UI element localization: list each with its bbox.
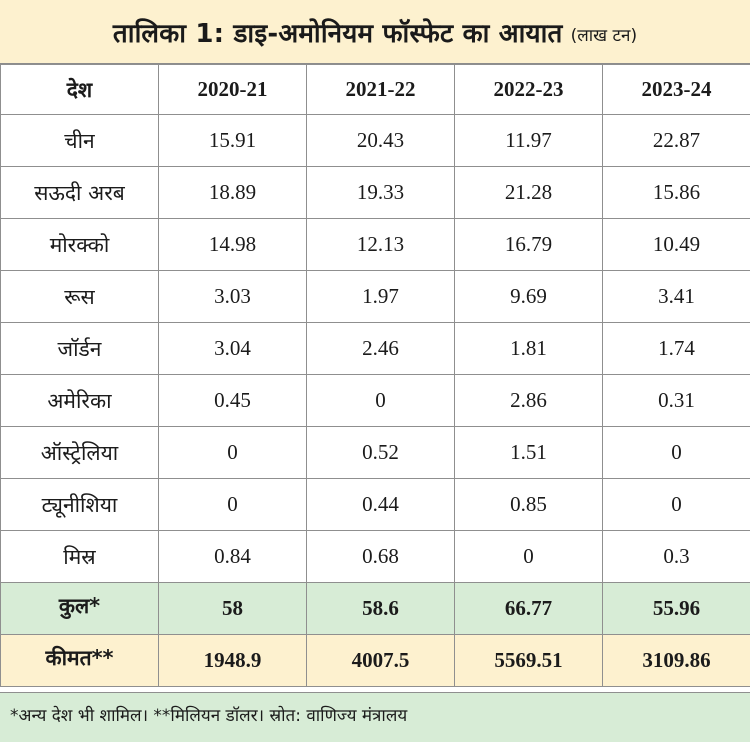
price-value: 5569.51 (454, 634, 603, 687)
value-cell: 0 (602, 478, 750, 531)
country-cell: मोरक्को (0, 218, 159, 271)
table-row: रूस 3.03 1.97 9.69 3.41 (0, 270, 750, 323)
country-cell: ऑस्ट्रेलिया (0, 426, 159, 479)
value-cell: 0.84 (158, 530, 307, 583)
value-cell: 15.86 (602, 166, 750, 219)
value-cell: 0 (158, 478, 307, 531)
header-year: 2021-22 (306, 64, 455, 115)
value-cell: 0 (454, 530, 603, 583)
country-cell: सऊदी अरब (0, 166, 159, 219)
table-row: ट्यूनीशिया 0 0.44 0.85 0 (0, 478, 750, 531)
value-cell: 1.74 (602, 322, 750, 375)
footnote-text: *अन्य देश भी शामिल। **मिलियन डॉलर। स्रोत… (10, 706, 408, 726)
value-cell: 0.85 (454, 478, 603, 531)
value-cell: 1.97 (306, 270, 455, 323)
price-value: 3109.86 (602, 634, 750, 687)
table-title-bar: तालिका 1: डाइ-अमोनियम फॉस्फेट का आयात (ल… (0, 0, 750, 64)
price-value: 4007.5 (306, 634, 455, 687)
total-label: कुल* (0, 582, 159, 635)
value-cell: 0.68 (306, 530, 455, 583)
value-cell: 3.03 (158, 270, 307, 323)
value-cell: 1.81 (454, 322, 603, 375)
value-cell: 20.43 (306, 114, 455, 167)
value-cell: 16.79 (454, 218, 603, 271)
country-cell: जॉर्डन (0, 322, 159, 375)
table-row: चीन 15.91 20.43 11.97 22.87 (0, 114, 750, 167)
header-year: 2020-21 (158, 64, 307, 115)
country-cell: चीन (0, 114, 159, 167)
value-cell: 0 (158, 426, 307, 479)
value-cell: 11.97 (454, 114, 603, 167)
value-cell: 18.89 (158, 166, 307, 219)
value-cell: 12.13 (306, 218, 455, 271)
table-title: तालिका 1: डाइ-अमोनियम फॉस्फेट का आयात (112, 18, 563, 49)
header-row: देश 2020-21 2021-22 2022-23 2023-24 (0, 64, 750, 115)
country-cell: मिस्र (0, 530, 159, 583)
value-cell: 10.49 (602, 218, 750, 271)
header-country: देश (0, 64, 159, 115)
table-row: मिस्र 0.84 0.68 0 0.3 (0, 530, 750, 583)
value-cell: 3.04 (158, 322, 307, 375)
total-value: 58 (158, 582, 307, 635)
country-cell: अमेरिका (0, 374, 159, 427)
table-unit: (लाख टन) (570, 26, 638, 46)
value-cell: 0.3 (602, 530, 750, 583)
header-year: 2023-24 (602, 64, 750, 115)
value-cell: 2.86 (454, 374, 603, 427)
table-row: ऑस्ट्रेलिया 0 0.52 1.51 0 (0, 426, 750, 479)
value-cell: 0 (602, 426, 750, 479)
value-cell: 2.46 (306, 322, 455, 375)
price-value: 1948.9 (158, 634, 307, 687)
table-row: जॉर्डन 3.04 2.46 1.81 1.74 (0, 322, 750, 375)
table-row: सऊदी अरब 18.89 19.33 21.28 15.86 (0, 166, 750, 219)
table-row: मोरक्को 14.98 12.13 16.79 10.49 (0, 218, 750, 271)
total-value: 66.77 (454, 582, 603, 635)
header-year: 2022-23 (454, 64, 603, 115)
value-cell: 21.28 (454, 166, 603, 219)
total-value: 58.6 (306, 582, 455, 635)
value-cell: 15.91 (158, 114, 307, 167)
footnote-bar: *अन्य देश भी शामिल। **मिलियन डॉलर। स्रोत… (0, 692, 750, 742)
value-cell: 0 (306, 374, 455, 427)
value-cell: 14.98 (158, 218, 307, 271)
price-row: कीमत** 1948.9 4007.5 5569.51 3109.86 (0, 634, 750, 687)
value-cell: 0.52 (306, 426, 455, 479)
import-data-table: देश 2020-21 2021-22 2022-23 2023-24 चीन … (0, 64, 750, 687)
value-cell: 0.31 (602, 374, 750, 427)
value-cell: 0.44 (306, 478, 455, 531)
table-row: अमेरिका 0.45 0 2.86 0.31 (0, 374, 750, 427)
value-cell: 19.33 (306, 166, 455, 219)
value-cell: 9.69 (454, 270, 603, 323)
value-cell: 3.41 (602, 270, 750, 323)
country-cell: ट्यूनीशिया (0, 478, 159, 531)
total-row: कुल* 58 58.6 66.77 55.96 (0, 582, 750, 635)
price-label: कीमत** (0, 634, 159, 687)
country-cell: रूस (0, 270, 159, 323)
total-value: 55.96 (602, 582, 750, 635)
value-cell: 22.87 (602, 114, 750, 167)
value-cell: 0.45 (158, 374, 307, 427)
value-cell: 1.51 (454, 426, 603, 479)
